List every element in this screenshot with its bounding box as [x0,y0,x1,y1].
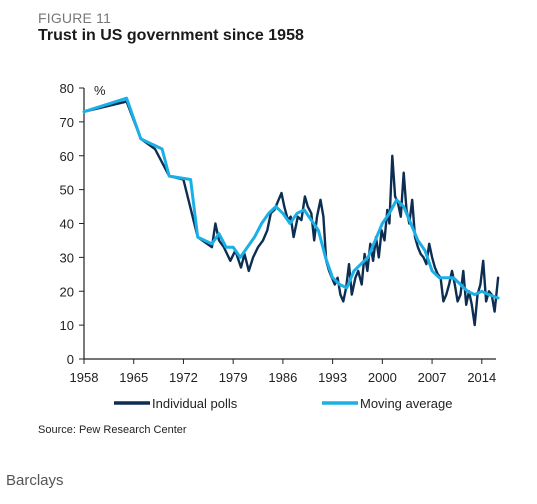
moving-average-line [82,96,500,300]
chart-card: FIGURE 11 Trust in US government since 1… [22,8,522,454]
y-tick-label: 0 [67,352,74,367]
x-tick-label: 1993 [318,370,347,385]
y-tick-label: 30 [60,250,74,265]
x-tick-label: 2000 [368,370,397,385]
y-tick-label: 50 [60,183,74,198]
credit-text: Barclays [6,472,64,489]
y-tick-label: 40 [60,217,74,232]
x-tick-label: 1986 [268,370,297,385]
x-tick-label: 1979 [219,370,248,385]
y-axis-unit-label: % [94,83,106,98]
chart-title: Trust in US government since 1958 [38,27,304,44]
x-tick-label: 2014 [467,370,496,385]
individual-polls-line [82,100,500,327]
figure-label: FIGURE 11 [38,10,112,26]
x-tick-label: 1965 [119,370,148,385]
x-tick-label: 1972 [169,370,198,385]
source-note: Source: Pew Research Center [38,424,187,436]
individual-polls-legend-label: Individual polls [152,396,238,411]
y-tick-label: 20 [60,284,74,299]
x-tick-label: 1958 [70,370,99,385]
y-tick-label: 60 [60,149,74,164]
line-chart: 0 10 20 30 40 50 60 70 80 % 1958 1965 1972 1979 1986 19… [60,81,500,411]
y-tick-label: 80 [60,81,74,96]
y-tick-label: 70 [60,115,74,130]
x-tick-label: 2007 [418,370,447,385]
moving-average-legend-label: Moving average [360,396,453,411]
y-tick-label: 10 [60,318,74,333]
